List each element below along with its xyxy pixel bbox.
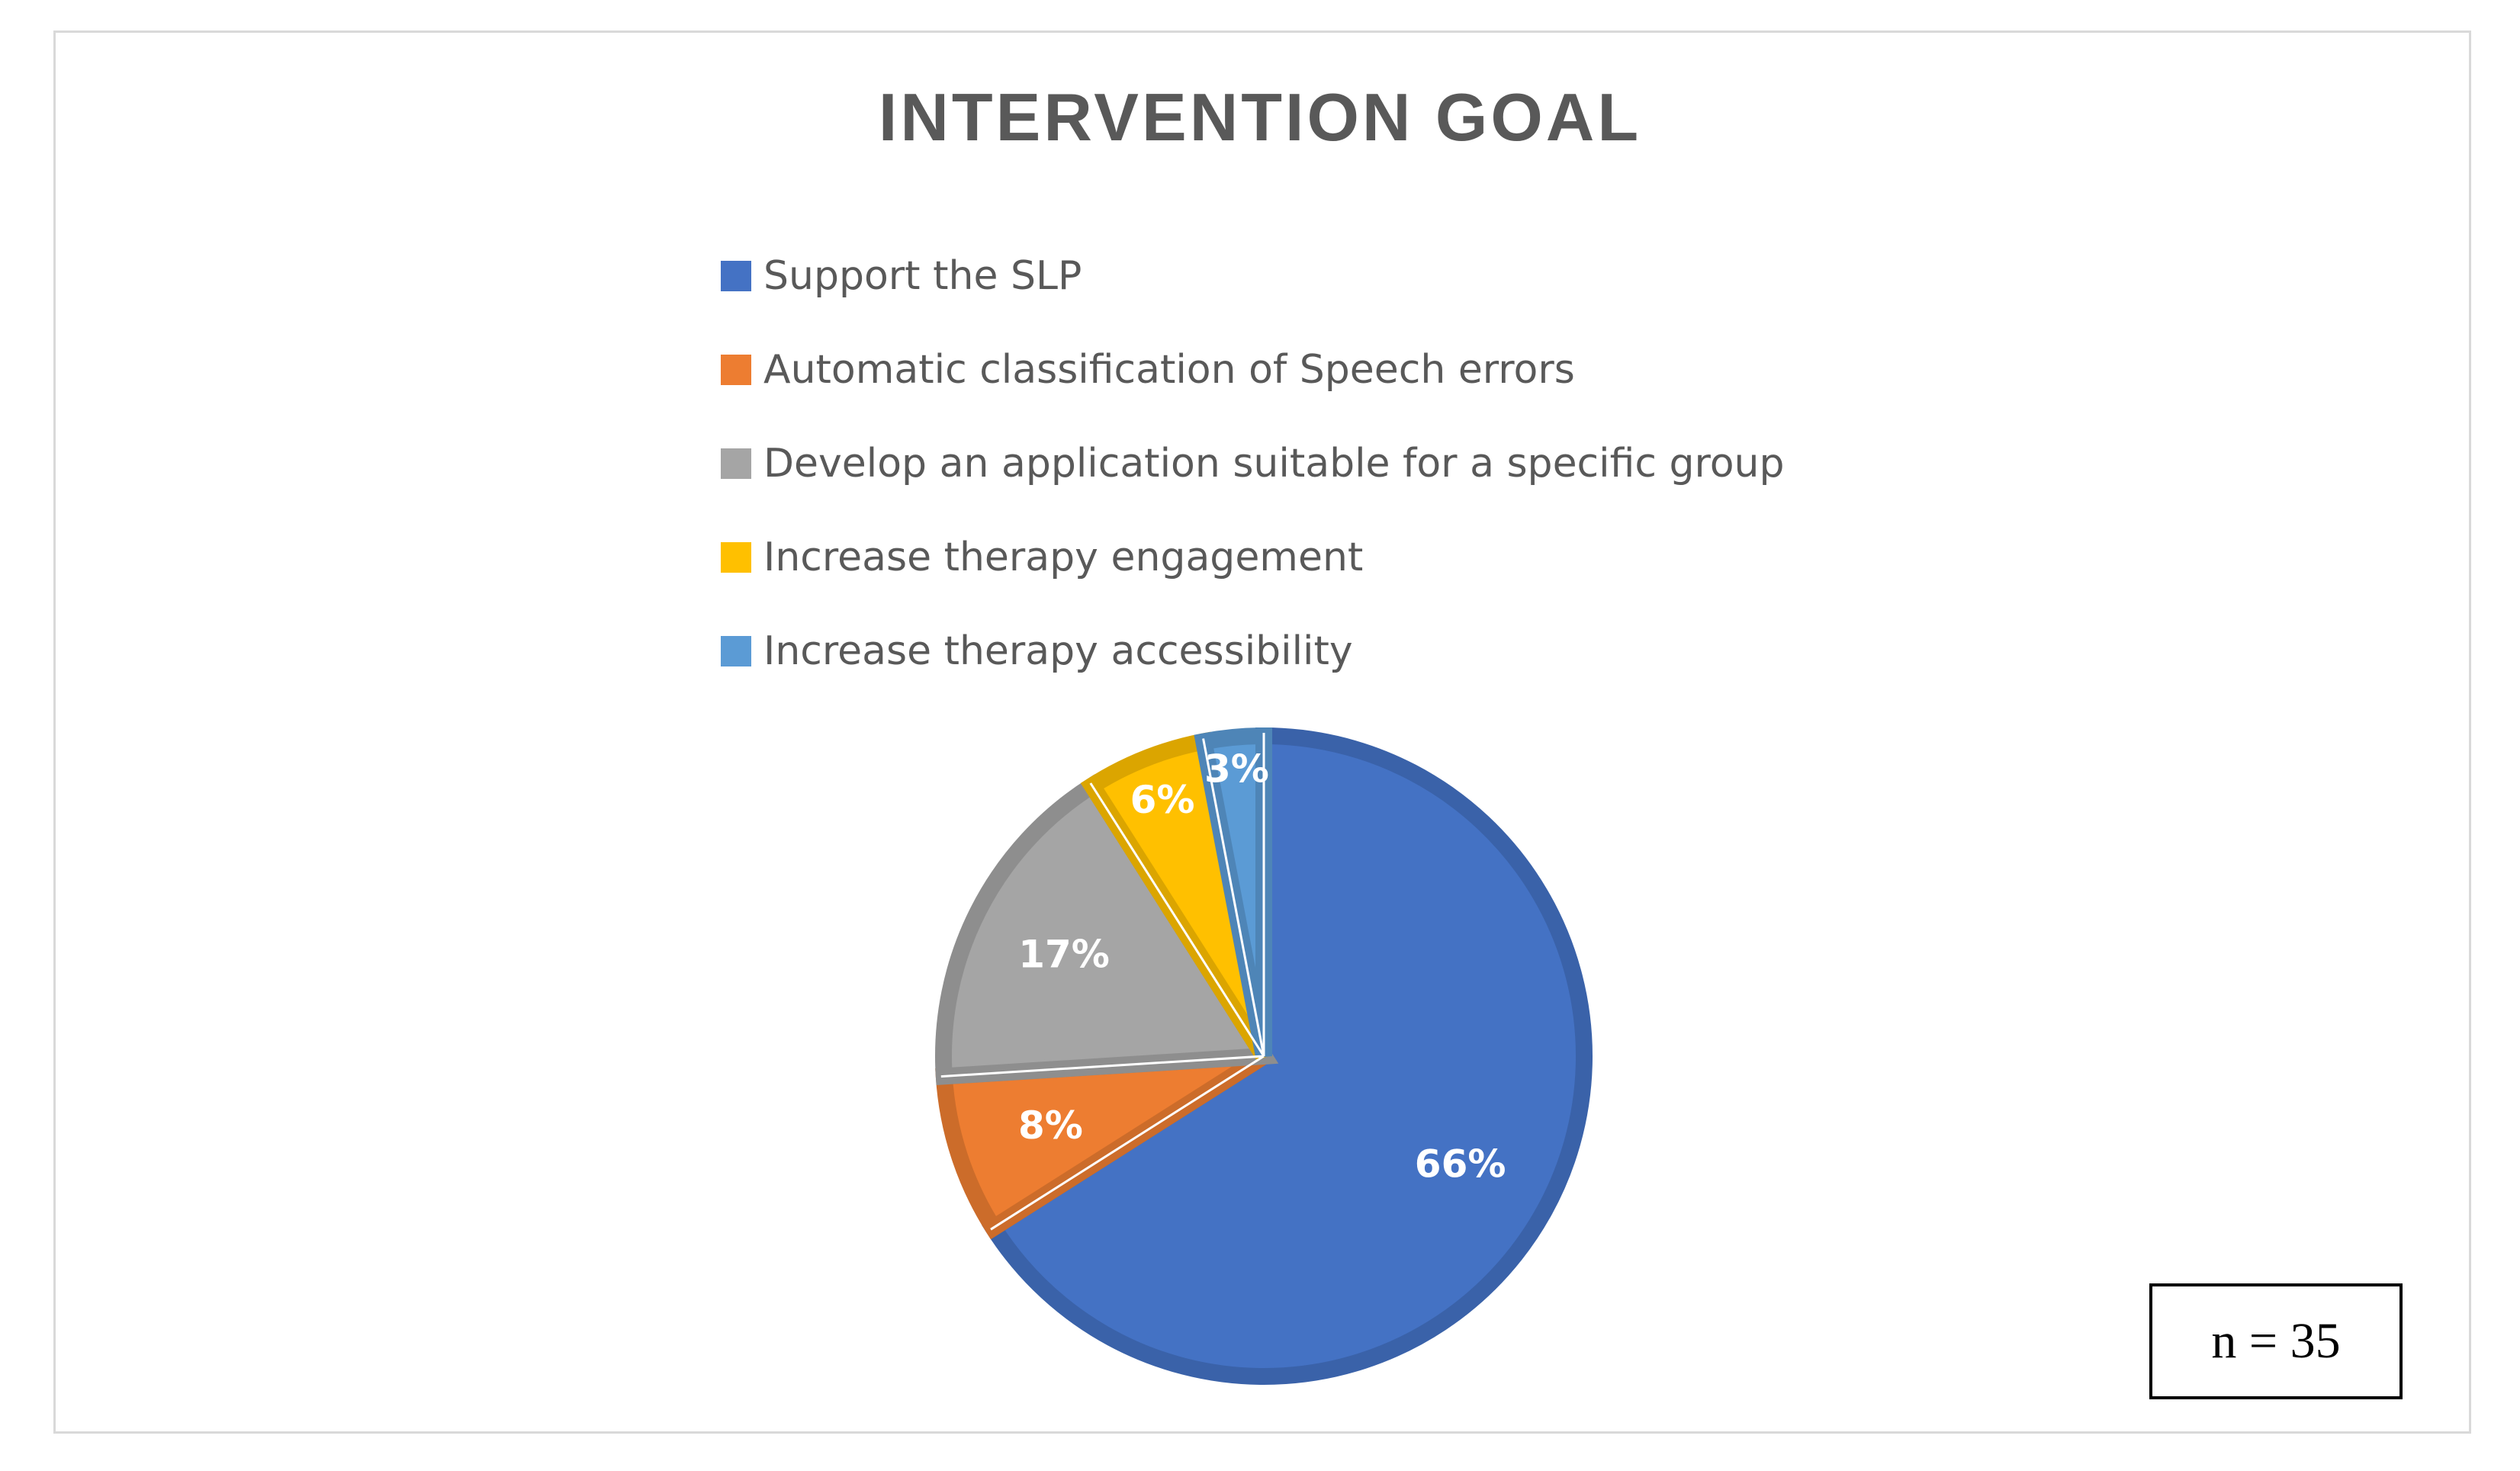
- legend-label: Increase therapy accessibility: [763, 628, 1353, 674]
- sample-size-box: n = 35: [2149, 1283, 2403, 1399]
- legend-item-automatic-classification: Automatic classification of Speech error…: [721, 323, 1785, 416]
- slice-label-automatic-classification: 8%: [1018, 1103, 1083, 1148]
- legend-item-therapy-engagement: Increase therapy engagement: [721, 510, 1785, 604]
- legend-swatch: [721, 354, 751, 385]
- legend-item-develop-application: Develop an application suitable for a sp…: [721, 416, 1785, 510]
- legend-swatch: [721, 541, 751, 573]
- slice-support-slp: [982, 727, 1593, 1385]
- chart-title: INTERVENTION GOAL: [878, 79, 1642, 155]
- slice-separator: [1089, 782, 1265, 1057]
- legend-swatch: [721, 448, 751, 479]
- sample-size-label: n = 35: [2211, 1313, 2341, 1369]
- legend-item-support-slp: Support the SLP: [721, 229, 1785, 323]
- legend-label: Increase therapy engagement: [763, 534, 1364, 580]
- legend-label: Develop an application suitable for a sp…: [763, 440, 1785, 487]
- slice-label-therapy-engagement: 6%: [1130, 778, 1195, 822]
- slice-label-develop-application: 17%: [1018, 933, 1110, 977]
- legend-label: Support the SLP: [763, 252, 1082, 299]
- slice-develop-application: [935, 774, 1279, 1086]
- legend-item-therapy-accessibility: Increase therapy accessibility: [721, 604, 1785, 698]
- slice-separator: [940, 1055, 1265, 1078]
- legend: Support the SLP Automatic classification…: [721, 229, 1785, 698]
- legend-label: Automatic classification of Speech error…: [763, 346, 1575, 393]
- legend-swatch: [721, 635, 751, 666]
- slice-label-therapy-accessibility: 3%: [1204, 747, 1269, 792]
- slice-separator: [1202, 738, 1265, 1057]
- legend-swatch: [721, 260, 751, 291]
- slice-label-support-slp: 66%: [1415, 1142, 1506, 1187]
- slice-automatic-classification: [935, 1048, 1268, 1240]
- slice-separator: [990, 1055, 1265, 1231]
